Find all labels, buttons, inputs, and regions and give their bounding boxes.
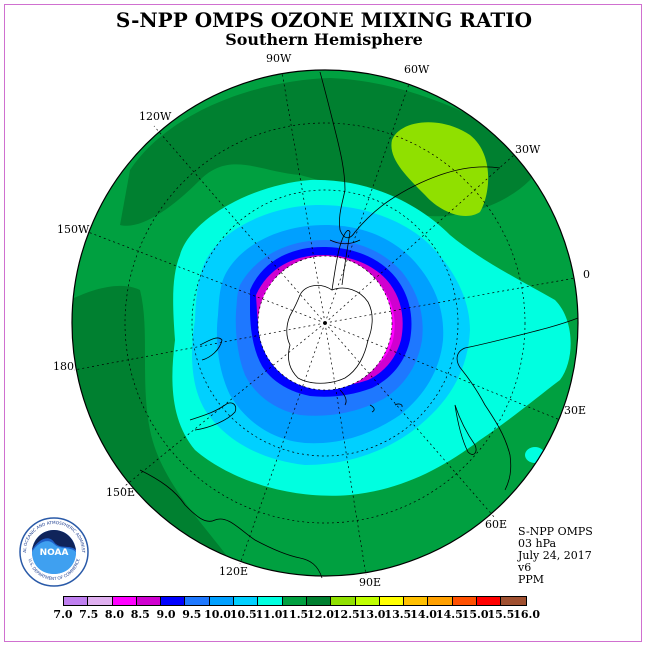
- noaa-logo-text: NOAA: [40, 548, 69, 558]
- colorbar-swatch: [136, 597, 162, 605]
- colorbar-tick-label: 13.0: [358, 608, 386, 621]
- lon-label-60e: 60E: [485, 518, 508, 531]
- colorbar-swatch: [428, 597, 453, 605]
- graticule: [73, 71, 576, 576]
- lon-label-30w: 30W: [515, 143, 541, 156]
- colorbar-tick-label: 9.0: [156, 608, 176, 621]
- lon-label-180: 180: [53, 360, 74, 373]
- image-frame: [4, 4, 642, 642]
- map-subtitle: Southern Hemisphere: [225, 30, 423, 49]
- colorbar-swatch: [88, 597, 113, 605]
- map-title: S-NPP OMPS OZONE MIXING RATIO: [115, 8, 533, 32]
- lon-label-90w: 90W: [266, 52, 292, 65]
- lon-label-0: 0: [583, 268, 590, 281]
- lon-label-150w: 150W: [57, 223, 90, 236]
- colorbar-tick-label: 10.5: [229, 608, 257, 621]
- colorbar-swatch: [477, 597, 502, 605]
- colorbar-swatch: [282, 597, 307, 605]
- colorbar-tick-label: 8.5: [130, 608, 150, 621]
- colorbar-swatch: [234, 597, 259, 605]
- lon-label-150e: 150E: [106, 486, 136, 499]
- colorbar-tick-label: 7.0: [53, 608, 73, 621]
- lon-label-90e: 90E: [359, 576, 382, 589]
- colorbar-tick-label: 11.5: [281, 608, 309, 621]
- colorbar: [63, 596, 527, 606]
- observation-date: July 24, 2017: [518, 549, 592, 562]
- colorbar-swatch: [452, 597, 478, 605]
- data-version: v6: [518, 561, 532, 574]
- lon-label-120w: 120W: [139, 110, 172, 123]
- noaa-logo: NOAA NATIONAL OCEANIC AND ATMOSPHERIC AD…: [18, 516, 89, 587]
- colorbar-tick-label: 10.0: [204, 608, 231, 621]
- colorbar-labels: 7.0 7.5 8.0 8.5 9.0 9.5 10.0 10.5 11.0 11.5 12.0 12…: [0, 608, 648, 622]
- colorbar-tick-label: 13.5: [384, 608, 412, 621]
- south-pole-marker: [323, 321, 327, 325]
- colorbar-tick-label: 8.0: [104, 608, 125, 621]
- pressure-level: 03 hPa: [518, 537, 557, 550]
- coastlines: [139, 71, 579, 579]
- colorbar-swatch: [306, 597, 332, 605]
- colorbar-tick-label: 11.0: [255, 608, 283, 621]
- instrument-name: S-NPP OMPS: [518, 525, 593, 538]
- lon-label-30e: 30E: [564, 404, 587, 417]
- colorbar-tick-label: 15.0: [461, 608, 489, 621]
- lon-label-60w: 60W: [404, 63, 430, 76]
- colorbar-swatch: [112, 597, 137, 605]
- colorbar-tick-label: 9.5: [182, 608, 202, 621]
- colorbar-tick-label: 14.5: [435, 608, 463, 621]
- colorbar-swatch: [404, 597, 429, 605]
- colorbar-swatch: [64, 597, 89, 605]
- units-label: PPM: [518, 573, 545, 586]
- colorbar-swatch: [355, 597, 380, 605]
- colorbar-tick-label: 15.5: [487, 608, 515, 621]
- colorbar-swatch: [185, 597, 210, 605]
- colorbar-swatch: [161, 597, 186, 605]
- colorbar-swatch: [331, 597, 356, 605]
- colorbar-swatch: [209, 597, 235, 605]
- colorbar-tick-label: 12.5: [332, 608, 360, 621]
- colorbar-tick-label: 7.5: [79, 608, 99, 621]
- lon-label-120e: 120E: [219, 565, 249, 578]
- colorbar-tick-label: 16.0: [513, 608, 540, 621]
- colorbar-tick-label: 14.0: [410, 608, 437, 621]
- map-boundary: [71, 69, 579, 577]
- info-block: S-NPP OMPS 03 hPa July 24, 2017 v6 PPM: [518, 526, 593, 586]
- colorbar-tick-label: 12.0: [307, 608, 334, 621]
- colorbar-swatch: [258, 597, 283, 605]
- colorbar-swatch: [379, 597, 405, 605]
- colorbar-swatch: [501, 597, 526, 605]
